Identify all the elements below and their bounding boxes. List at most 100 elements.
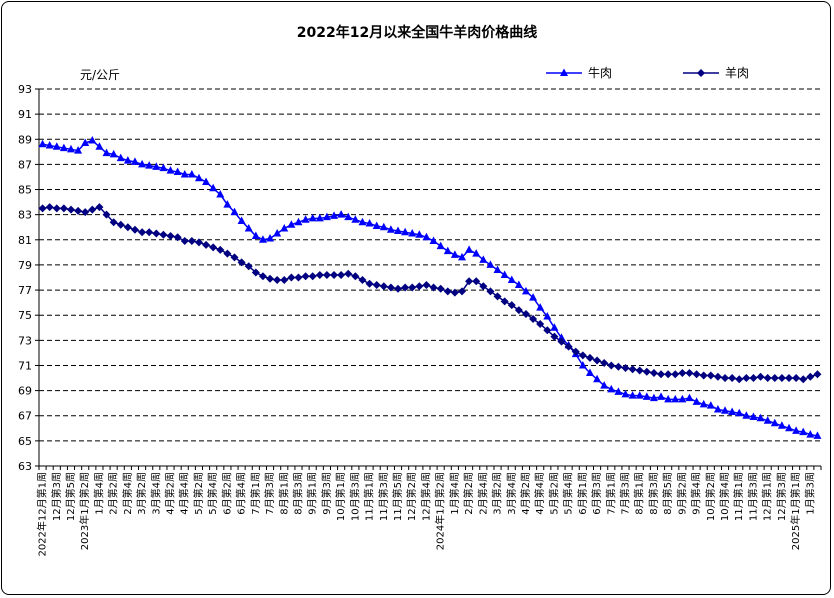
y-tick-label: 93: [18, 83, 32, 96]
y-tick-label: 73: [18, 334, 32, 347]
data-point: [578, 360, 587, 369]
data-point: [315, 270, 324, 279]
x-tick-label: 12月第4周: [419, 472, 432, 521]
data-point: [443, 246, 452, 255]
data-point: [671, 394, 680, 403]
data-point: [358, 217, 367, 226]
data-point: [145, 161, 154, 169]
data-point: [593, 374, 602, 383]
y-axis-unit-label: 元/公斤: [80, 68, 121, 82]
data-point: [706, 401, 715, 409]
data-point: [763, 416, 772, 424]
data-point: [713, 404, 722, 413]
series-line: [42, 139, 818, 437]
x-tick-label: 1月第4周: [448, 472, 461, 515]
data-point: [457, 287, 466, 296]
data-point: [642, 392, 651, 400]
data-point: [194, 238, 203, 247]
data-point: [372, 281, 381, 290]
data-point: [351, 272, 360, 281]
data-point: [457, 252, 466, 261]
data-point: [600, 381, 609, 389]
data-point: [330, 211, 339, 219]
data-point: [621, 363, 630, 372]
x-tick-label: 6月第4周: [235, 472, 248, 515]
data-point: [59, 143, 68, 152]
x-tick-label: 3月第2周: [491, 472, 504, 515]
data-point: [38, 139, 47, 148]
data-point: [95, 203, 104, 212]
x-tick-label: 9月第3周: [320, 472, 333, 515]
data-point: [436, 241, 445, 250]
data-point: [685, 369, 694, 378]
x-tick-label: 8月第5周: [661, 472, 674, 515]
data-point: [550, 323, 559, 331]
data-point: [344, 269, 353, 278]
data-point: [621, 389, 630, 398]
data-point: [521, 309, 530, 318]
data-point: [123, 156, 132, 164]
data-point: [152, 162, 161, 170]
data-point: [166, 232, 175, 241]
x-tick-label: 7月第3周: [263, 472, 276, 515]
y-tick-label: 87: [18, 158, 32, 171]
data-point: [422, 281, 431, 290]
data-point: [799, 375, 808, 384]
x-tick-label: 5月第2周: [192, 472, 205, 515]
data-point: [280, 223, 289, 232]
data-point: [770, 418, 779, 427]
y-tick-label: 85: [18, 184, 32, 197]
x-tick-label: 2月第4周: [476, 472, 489, 515]
data-point: [365, 279, 374, 288]
data-point: [372, 221, 381, 229]
data-point: [315, 213, 324, 222]
data-point: [614, 387, 623, 395]
x-tick-label: 8月第1周: [633, 472, 646, 515]
data-point: [173, 167, 182, 175]
data-point: [429, 236, 438, 245]
data-point: [571, 347, 580, 356]
data-point: [649, 369, 658, 378]
x-tick-label: 5月第4周: [562, 472, 575, 515]
data-point: [301, 215, 310, 223]
data-point: [777, 421, 786, 429]
data-point: [280, 276, 289, 285]
data-point: [258, 272, 267, 281]
data-point: [657, 370, 666, 379]
data-point: [493, 265, 502, 273]
x-tick-label: 2月第4周: [121, 472, 134, 515]
legend-label: 牛肉: [588, 65, 612, 80]
data-point: [337, 270, 346, 279]
y-tick-label: 67: [18, 410, 32, 423]
data-point: [465, 245, 474, 253]
data-point: [763, 374, 772, 383]
x-tick-label: 3月第4周: [505, 472, 518, 515]
legend-marker: [697, 69, 705, 77]
data-point: [379, 222, 388, 231]
x-tick-label: 11月第5周: [391, 472, 404, 521]
y-tick-label: 91: [18, 108, 32, 121]
data-point: [173, 233, 182, 242]
data-point: [230, 207, 239, 216]
data-point: [415, 282, 424, 291]
data-point: [294, 217, 303, 226]
y-tick-label: 77: [18, 284, 32, 297]
data-point: [415, 230, 424, 238]
data-point: [216, 245, 225, 254]
grid-lines: [39, 88, 821, 442]
data-point: [223, 249, 232, 258]
y-tick-label: 65: [18, 435, 32, 448]
data-point: [486, 260, 495, 268]
x-tick-label: 2024年1月第2周: [434, 472, 447, 550]
data-point: [294, 273, 303, 282]
data-point: [102, 210, 111, 219]
data-point: [770, 374, 779, 383]
data-point: [685, 393, 694, 402]
data-point: [514, 306, 523, 315]
x-tick-label: 3月第2周: [135, 472, 148, 515]
data-point: [521, 286, 530, 295]
data-point: [180, 237, 189, 246]
data-point: [507, 275, 516, 284]
data-point: [728, 374, 737, 383]
x-tick-label: 2023年1月第2周: [78, 472, 91, 550]
